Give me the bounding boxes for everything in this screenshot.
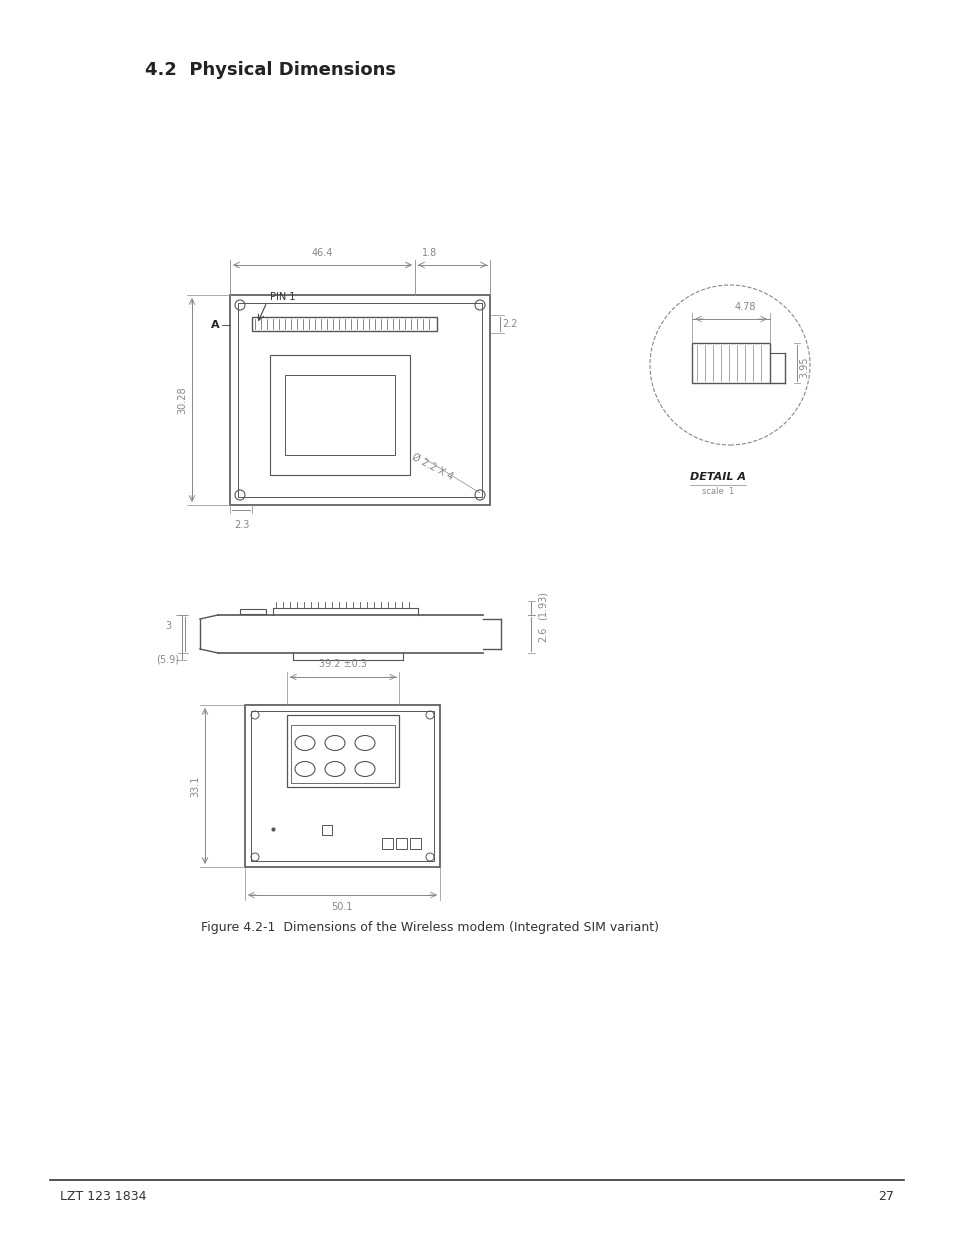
Text: 3.95: 3.95 xyxy=(799,356,808,378)
Text: scale  1: scale 1 xyxy=(701,487,734,495)
Bar xyxy=(270,354,410,475)
Text: (1.93): (1.93) xyxy=(537,590,547,620)
Bar xyxy=(252,317,436,331)
Bar xyxy=(322,825,332,835)
Text: A: A xyxy=(211,320,219,330)
Text: LZT 123 1834: LZT 123 1834 xyxy=(60,1191,147,1203)
Bar xyxy=(381,839,393,848)
Bar xyxy=(251,711,434,861)
Text: DETAIL A: DETAIL A xyxy=(689,472,745,482)
Bar xyxy=(287,715,398,787)
Bar xyxy=(230,295,490,505)
Bar xyxy=(410,839,420,848)
Text: 30.28: 30.28 xyxy=(177,387,187,414)
Text: 2.6: 2.6 xyxy=(537,626,547,642)
Text: (5.9): (5.9) xyxy=(156,655,179,664)
Bar xyxy=(395,839,407,848)
Text: 2.2: 2.2 xyxy=(501,319,517,329)
Text: 2.3: 2.3 xyxy=(234,520,250,530)
Bar xyxy=(237,303,481,496)
Text: 3: 3 xyxy=(165,621,171,631)
Bar xyxy=(291,725,395,783)
Bar xyxy=(691,343,769,383)
Text: 46.4: 46.4 xyxy=(311,248,333,258)
Text: Ø 2.2 X 4: Ø 2.2 X 4 xyxy=(409,452,454,482)
Text: 27: 27 xyxy=(877,1191,893,1203)
Text: 33.1: 33.1 xyxy=(190,776,200,797)
Text: 4.2  Physical Dimensions: 4.2 Physical Dimensions xyxy=(145,61,395,79)
Text: 4.78: 4.78 xyxy=(734,303,755,312)
Text: 39.2 ±0.3: 39.2 ±0.3 xyxy=(318,659,367,669)
Text: PIN 1: PIN 1 xyxy=(270,291,295,303)
Bar xyxy=(245,705,439,867)
Bar xyxy=(240,609,266,614)
Bar xyxy=(285,375,395,454)
Text: 1.8: 1.8 xyxy=(422,248,437,258)
Text: 50.1: 50.1 xyxy=(331,902,353,911)
Text: Figure 4.2-1  Dimensions of the Wireless modem (Integrated SIM variant): Figure 4.2-1 Dimensions of the Wireless … xyxy=(201,920,659,934)
